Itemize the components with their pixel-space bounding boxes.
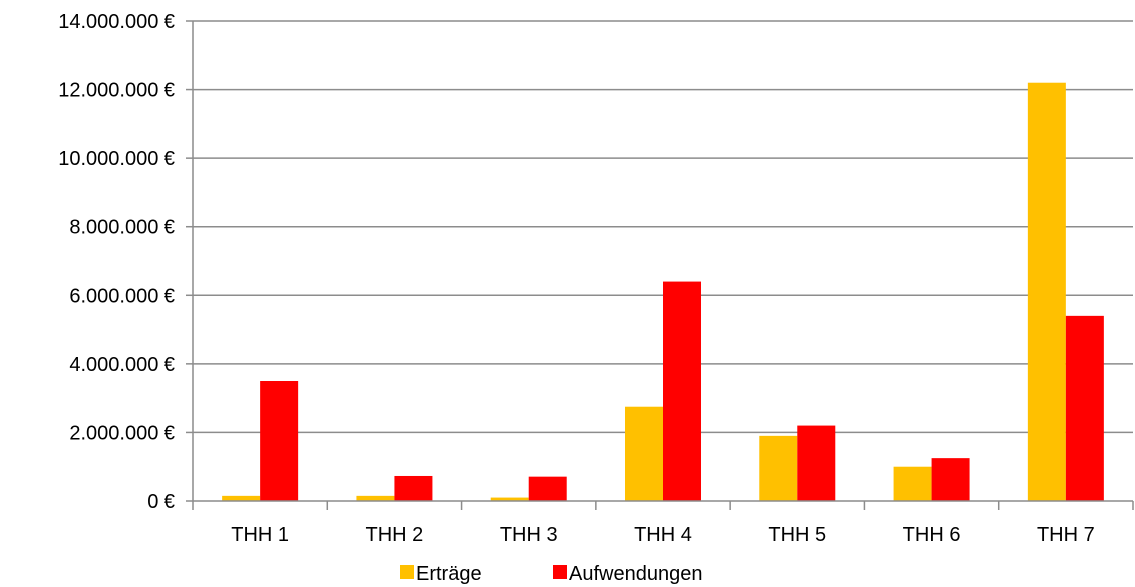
- x-tick-label: THH 1: [231, 524, 289, 546]
- bar-aufwendungen-7: [1065, 315, 1104, 501]
- bar-ertraege-3: [490, 497, 529, 501]
- y-tick-label: 10.000.000 €: [58, 148, 175, 170]
- bar-aufwendungen-4: [663, 281, 701, 501]
- x-tick-label: THH 3: [500, 524, 558, 546]
- bar-aufwendungen-1: [260, 381, 299, 501]
- x-tick-label: THH 2: [366, 524, 424, 546]
- x-tick-label: THH 5: [768, 524, 826, 546]
- axes: [186, 20, 1134, 510]
- x-tick-label: THH 6: [903, 524, 961, 546]
- legend-swatch: [400, 565, 414, 579]
- legend: Erträge Aufwendungen: [400, 563, 702, 585]
- y-tick-label: 4.000.000 €: [69, 354, 175, 376]
- bar-ertraege-6: [893, 466, 932, 501]
- bar-ertraege-2: [356, 495, 395, 501]
- bars: [222, 82, 1104, 501]
- bar-aufwendungen-5: [797, 425, 836, 501]
- bar-ertraege-7: [1027, 82, 1066, 501]
- y-tick-label: 8.000.000 €: [69, 217, 175, 239]
- y-tick-label: 0 €: [147, 491, 175, 513]
- bar-aufwendungen-2: [394, 475, 433, 501]
- bar-ertraege-1: [222, 495, 261, 501]
- y-tick-label: 2.000.000 €: [69, 422, 175, 444]
- x-tick-label: THH 7: [1037, 524, 1095, 546]
- legend-label: Erträge: [416, 563, 482, 585]
- legend-swatch: [553, 565, 567, 579]
- y-tick-label: 12.000.000 €: [58, 80, 175, 102]
- bar-ertraege-5: [759, 435, 798, 501]
- y-tick-labels: 0 € 2.000.000 € 4.000.000 € 6.000.000 € 8.00…: [58, 11, 175, 513]
- bar-aufwendungen-3: [528, 476, 567, 501]
- y-tick-label: 14.000.000 €: [58, 11, 175, 33]
- x-tick-label: THH 4: [634, 524, 692, 546]
- y-tick-label: 6.000.000 €: [69, 285, 175, 307]
- bar-aufwendungen-6: [931, 458, 970, 501]
- legend-label: Aufwendungen: [569, 563, 702, 585]
- x-tick-labels: THH 1 THH 2 THH 3 THH 4 THH 5 THH 6 THH 7: [231, 524, 1095, 546]
- bar-ertraege-4: [625, 406, 663, 501]
